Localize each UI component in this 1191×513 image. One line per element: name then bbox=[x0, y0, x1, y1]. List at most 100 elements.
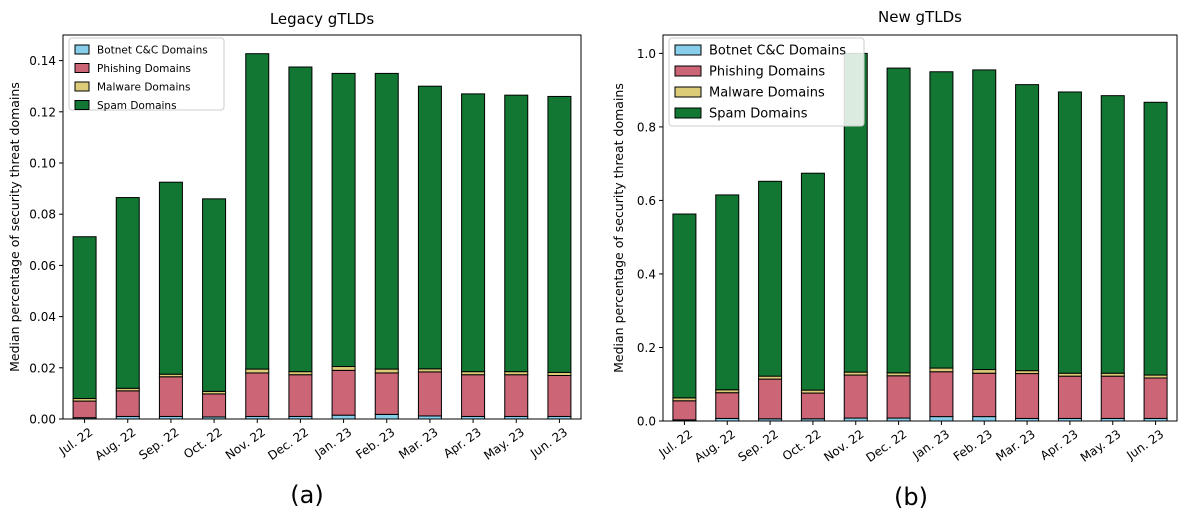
y-tick-label: 0.08 bbox=[29, 208, 56, 222]
x-tick-label: Mar. 23 bbox=[396, 425, 440, 462]
bar-segment bbox=[929, 416, 954, 422]
x-tick-label: Apr. 23 bbox=[1038, 427, 1081, 463]
bar-segment bbox=[1015, 84, 1040, 372]
bar-segment bbox=[758, 180, 783, 377]
bar-segment bbox=[115, 197, 140, 389]
chart-title: Legacy gTLDs bbox=[270, 10, 375, 28]
bar-segment bbox=[417, 85, 442, 370]
legend: Botnet C&C Domains Phishing Domains Malwar… bbox=[668, 37, 865, 127]
y-tick-label: 0.06 bbox=[29, 259, 56, 273]
x-tick-label: Nov. 22 bbox=[821, 427, 866, 465]
bar-segment bbox=[245, 372, 270, 417]
y-axis-label: Median percentage of security threat dom… bbox=[611, 83, 626, 373]
y-tick-label: 0.00 bbox=[29, 413, 56, 427]
bar-segment bbox=[202, 393, 227, 418]
x-tick-label: Jan. 23 bbox=[909, 427, 952, 463]
legend-label: Phishing Domains bbox=[97, 63, 191, 75]
x-tick-label: Sep. 22 bbox=[136, 425, 181, 463]
x-tick-label: Sep. 22 bbox=[735, 427, 780, 465]
x-tick-label: May. 23 bbox=[481, 425, 527, 463]
bar-segment bbox=[1057, 375, 1082, 419]
bar-segment bbox=[331, 414, 356, 420]
y-tick-label: 0.6 bbox=[637, 194, 656, 208]
panel-label: (a) bbox=[290, 481, 323, 509]
legend-label: Spam Domains bbox=[97, 100, 177, 112]
bar-segment bbox=[929, 371, 954, 418]
x-tick-label: Nov. 22 bbox=[223, 425, 268, 463]
legend-label: Botnet C&C Domains bbox=[709, 44, 846, 59]
plot-frame bbox=[62, 34, 582, 420]
x-tick-label: Aug. 22 bbox=[692, 427, 738, 465]
x-tick-label: Feb. 23 bbox=[951, 427, 995, 464]
x-tick-label: Jul. 22 bbox=[656, 427, 695, 460]
legend-box bbox=[668, 37, 865, 127]
bar-segment bbox=[547, 95, 572, 373]
y-tick-label: 0.14 bbox=[29, 54, 56, 68]
bar-segment bbox=[461, 93, 486, 373]
bar-segment bbox=[886, 375, 911, 419]
bar-segment bbox=[288, 66, 313, 373]
chart-title: New gTLDs bbox=[878, 8, 962, 26]
bar-segment bbox=[72, 236, 97, 400]
bar-segment bbox=[288, 374, 313, 417]
bar-segment bbox=[1057, 91, 1082, 374]
x-tick-label: Dec. 22 bbox=[265, 425, 311, 463]
panel-label: (b) bbox=[894, 483, 928, 511]
bar-segment bbox=[547, 374, 572, 417]
bar-segment bbox=[202, 198, 227, 392]
legend-label: Botnet C&C Domains bbox=[97, 45, 208, 57]
bar-segment bbox=[417, 371, 442, 417]
bar-segment bbox=[374, 372, 399, 415]
legend-swatch bbox=[74, 63, 90, 73]
bar-segment bbox=[843, 374, 868, 419]
bar-segment bbox=[461, 374, 486, 417]
x-tick-label: Mar. 23 bbox=[993, 427, 1037, 464]
bar-segment bbox=[374, 72, 399, 370]
bar-segment bbox=[972, 416, 997, 422]
bar-segment bbox=[331, 72, 356, 368]
legend-label: Spam Domains bbox=[709, 107, 808, 122]
x-tick-label: May. 23 bbox=[1078, 427, 1124, 465]
panel-legacy-gtlds: Legacy gTLDs Median percentage of securi… bbox=[7, 10, 582, 509]
x-tick-label: Jan. 23 bbox=[312, 425, 355, 461]
y-tick-label: 0.04 bbox=[29, 310, 56, 324]
bar-segment bbox=[972, 369, 997, 374]
x-tick-label: Oct. 22 bbox=[181, 425, 225, 462]
legend-swatch bbox=[74, 81, 90, 92]
x-tick-label: Oct. 22 bbox=[780, 427, 824, 464]
legend-swatch bbox=[674, 65, 702, 77]
y-tick-label: 0.12 bbox=[29, 105, 56, 119]
bar-segment bbox=[672, 213, 697, 399]
y-tick-label: 0.2 bbox=[637, 341, 656, 355]
bar-segment bbox=[504, 374, 529, 417]
bar-segment bbox=[1143, 377, 1168, 419]
y-ticks: 0.00 0.02 0.04 0.06 0.08 0.10 0.12 0.14 bbox=[29, 54, 63, 427]
legend-box bbox=[68, 37, 225, 111]
legend-swatch bbox=[74, 100, 90, 110]
bar-segment bbox=[374, 368, 399, 374]
y-tick-label: 0.0 bbox=[637, 415, 656, 429]
bar-segment bbox=[115, 390, 140, 417]
bar-segment bbox=[758, 378, 783, 420]
x-tick-label: Jun. 23 bbox=[1123, 427, 1166, 463]
y-tick-label: 0.8 bbox=[637, 120, 656, 134]
bar-segment bbox=[972, 69, 997, 371]
bar-segment bbox=[715, 392, 740, 419]
panel-new-gtlds: New gTLDs Median percentage of security … bbox=[611, 8, 1178, 511]
bar-segment bbox=[886, 67, 911, 374]
legend-swatch bbox=[674, 107, 702, 119]
plot-frame bbox=[662, 34, 1178, 422]
bar-segment bbox=[374, 413, 399, 420]
legend-label: Malware Domains bbox=[709, 86, 825, 101]
bar-segment bbox=[245, 368, 270, 374]
bar-segment bbox=[1015, 373, 1040, 419]
legend-swatch bbox=[674, 86, 702, 98]
bar-segment bbox=[158, 376, 183, 417]
bar-segment bbox=[1100, 375, 1125, 419]
bar-segment bbox=[1100, 95, 1125, 374]
legend: Botnet C&C Domains Phishing Domains Malwar… bbox=[68, 37, 225, 112]
y-tick-label: 0.10 bbox=[29, 157, 56, 171]
bar-segment bbox=[504, 94, 529, 373]
x-tick-label: Aug. 22 bbox=[92, 425, 138, 463]
